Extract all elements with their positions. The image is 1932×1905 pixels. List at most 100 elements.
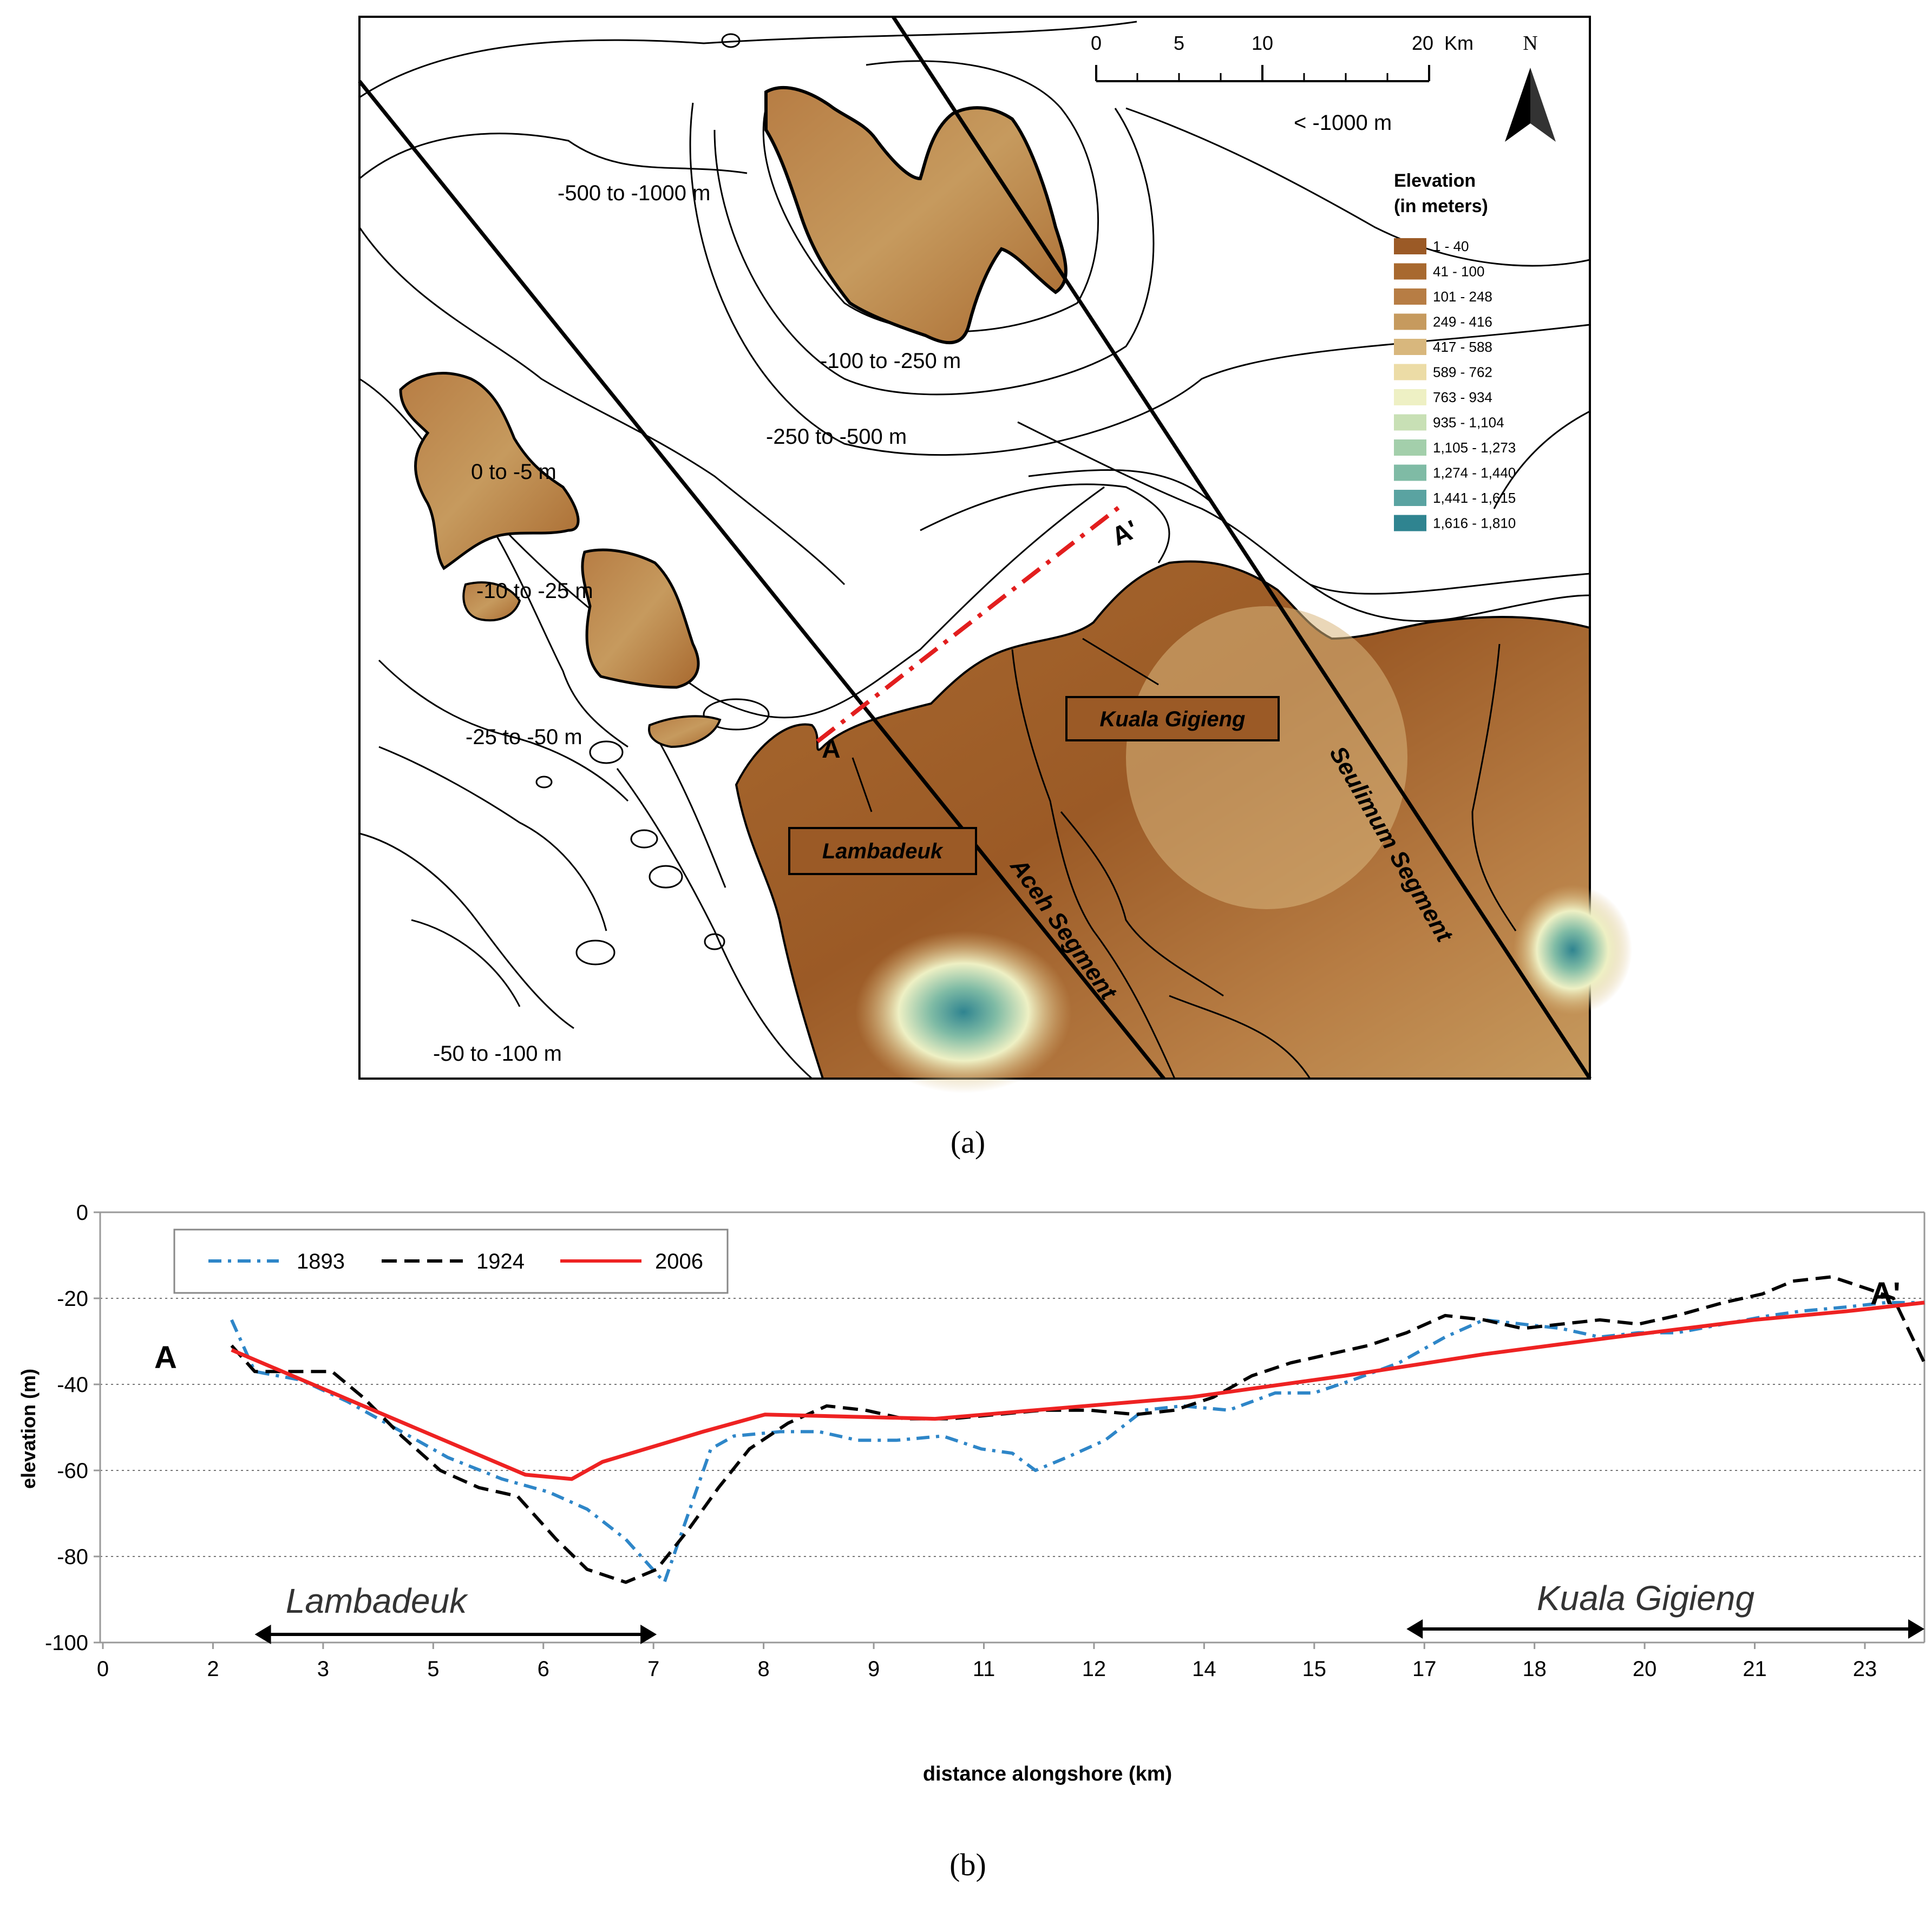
range-label-kuala: Kuala Gigieng: [1537, 1579, 1754, 1618]
scale-tick-5: 5: [1174, 32, 1184, 54]
x-tick-label: 6: [538, 1657, 549, 1681]
x-tick-label: 7: [647, 1657, 659, 1681]
bathymetry-contours: [358, 21, 1590, 1080]
legend-label: 763 - 934: [1433, 389, 1492, 405]
x-tick-label: 3: [317, 1657, 329, 1681]
y-tick-label: -100: [45, 1631, 88, 1655]
x-tick-label: 15: [1302, 1657, 1327, 1681]
chart-legend: 1893 1924 2006: [173, 1229, 729, 1294]
x-tick-label: 12: [1082, 1657, 1106, 1681]
seulimum-segment-fault: [892, 16, 1592, 1080]
x-tick-label: 8: [758, 1657, 770, 1681]
legend-swatch: [1394, 389, 1426, 405]
depth-labels: < -1000 m -500 to -1000 m -100 to -250 m…: [433, 111, 1392, 1066]
y-tick-label: -80: [57, 1545, 88, 1569]
chart-grid: [100, 1298, 1924, 1557]
island-west-upper: [399, 372, 580, 570]
x-tick-label: 20: [1633, 1657, 1657, 1681]
x-tick-label: 5: [427, 1657, 439, 1681]
profile-chart: 0-20-40-60-80-1000 2 3 5 6 7 8 9 11 12 14 15 17 18 20 2…: [17, 1201, 1926, 1785]
kuala-arrow-head-left: [1406, 1619, 1423, 1639]
y-tick-label: -20: [57, 1287, 88, 1311]
depth-label-50-100: -50 to -100 m: [433, 1042, 562, 1066]
caption-b: (b): [949, 1847, 986, 1882]
series-line-1893: [230, 1300, 1924, 1584]
x-tick-label: 11: [973, 1657, 996, 1681]
scale-tick-10: 10: [1252, 32, 1273, 54]
legend-title-line2: (in meters): [1394, 196, 1488, 216]
rivers: [1011, 643, 1517, 1079]
x-tick-label: 18: [1522, 1657, 1547, 1681]
series-line-2006: [231, 1300, 1925, 1481]
x-tick-label: 21: [1743, 1657, 1767, 1681]
mountain-peak-east: [1513, 885, 1632, 1015]
legend-label: 1 - 40: [1433, 238, 1469, 254]
legend-swatch: [1394, 515, 1426, 531]
lambadeuk-arrow-head-right: [640, 1625, 657, 1644]
kuala-gigieng-label: Kuala Gigieng: [1100, 707, 1246, 731]
y-tick-label: -60: [57, 1459, 88, 1483]
north-arrow-icon: N: [1505, 32, 1556, 142]
lambadeuk-label: Lambadeuk: [822, 839, 944, 863]
lambadeuk-arrow-head-left: [254, 1625, 271, 1644]
y-tick-label: 0: [76, 1201, 88, 1225]
chart-label-a-prime: A': [1870, 1276, 1901, 1311]
legend-label: 417 - 588: [1433, 339, 1492, 355]
legend-label: 589 - 762: [1433, 364, 1492, 380]
legend-label: 249 - 416: [1433, 314, 1492, 330]
x-tick-label: 14: [1192, 1657, 1216, 1681]
legend-swatch: [1394, 263, 1426, 280]
land-areas: [399, 86, 1632, 1093]
profile-label-a: A: [822, 735, 841, 764]
kuala-gigieng-box: [1065, 696, 1280, 741]
legend-swatch: [1394, 490, 1426, 506]
legend-label: 1,105 - 1,273: [1433, 439, 1516, 456]
legend-swatch: [1394, 464, 1426, 481]
legend-swatch: [1394, 364, 1426, 380]
x-tick-label: 0: [97, 1657, 109, 1681]
island-west-lower: [581, 548, 700, 689]
legend-swatch: [1394, 414, 1426, 431]
map-panel: A A' Kuala Gigieng Lambadeuk Aceh Segmen…: [358, 16, 1632, 1093]
lambadeuk-box: [788, 827, 977, 875]
chart-label-a: A: [154, 1340, 177, 1375]
depth-label-25-50: -25 to -50 m: [466, 725, 582, 749]
scale-unit: Km: [1444, 32, 1473, 54]
legend-label: 101 - 248: [1433, 288, 1492, 305]
aceh-segment-fault: [358, 80, 1165, 1080]
scale-bar: 0 5 10 20 Km: [1091, 32, 1473, 82]
kuala-arrow-head-right: [1908, 1619, 1924, 1639]
chart-axes: 0-20-40-60-80-1000 2 3 5 6 7 8 9 11 12 14 15 17 18 20 2…: [45, 1201, 1926, 1681]
depth-label-500-1000: -500 to -1000 m: [558, 181, 710, 205]
x-tick-label: 23: [1853, 1657, 1877, 1681]
range-arrows: Lambadeuk Kuala Gigieng: [254, 1579, 1924, 1644]
legend-swatch: [1394, 313, 1426, 330]
legend-label: 935 - 1,104: [1433, 415, 1504, 431]
legend-label: 1,616 - 1,810: [1433, 515, 1516, 531]
x-tick-label: 2: [207, 1657, 219, 1681]
legend-label: 1,441 - 1,615: [1433, 490, 1516, 506]
depth-label-250-500: -250 to -500 m: [766, 425, 907, 449]
islet-south: [648, 715, 722, 748]
depth-label-10-25: -10 to -25 m: [476, 579, 593, 603]
range-label-lambadeuk: Lambadeuk: [286, 1581, 468, 1620]
legend-swatch: [1394, 339, 1426, 355]
legend-swatch: [1394, 238, 1426, 254]
scale-tick-20: 20: [1412, 32, 1433, 54]
x-tick-label: 17: [1412, 1657, 1437, 1681]
legend-swatch: [1394, 439, 1426, 456]
legend-2006: 2006: [655, 1250, 703, 1273]
legend-label: 41 - 100: [1433, 264, 1484, 280]
scale-tick-0: 0: [1091, 32, 1102, 54]
legend-1893: 1893: [297, 1250, 345, 1273]
x-tick-label: 9: [868, 1657, 880, 1681]
chart-series: [230, 1275, 1926, 1584]
highland-east: [1126, 606, 1407, 909]
x-axis-title: distance alongshore (km): [923, 1763, 1172, 1785]
depth-label-0-5: 0 to -5 m: [471, 460, 556, 484]
y-tick-label: -40: [57, 1373, 88, 1397]
fault-lines: [358, 16, 1592, 1080]
legend-label: 1,274 - 1,440: [1433, 465, 1516, 481]
legend-title-line1: Elevation: [1394, 170, 1476, 191]
